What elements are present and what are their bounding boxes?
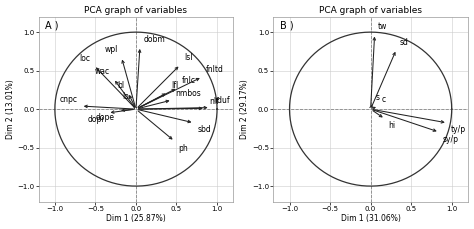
Y-axis label: Dim 2 (29.17%): Dim 2 (29.17%): [240, 79, 249, 139]
Text: rduf: rduf: [214, 96, 229, 105]
Text: s: s: [375, 93, 380, 102]
Text: nmbos: nmbos: [176, 89, 201, 98]
Text: sd: sd: [400, 38, 409, 47]
Text: B ): B ): [280, 21, 293, 31]
Text: sbd: sbd: [198, 125, 211, 134]
Text: wac: wac: [95, 67, 110, 76]
Text: lsl: lsl: [184, 53, 192, 62]
Title: PCA graph of variables: PCA graph of variables: [84, 5, 187, 15]
X-axis label: Dim 1 (31.06%): Dim 1 (31.06%): [341, 214, 401, 224]
Text: nlf: nlf: [209, 97, 219, 106]
Text: loc: loc: [80, 54, 91, 63]
Text: hi: hi: [389, 121, 396, 131]
Text: dopi: dopi: [88, 115, 104, 124]
Text: dobm: dobm: [143, 35, 165, 44]
Text: bl: bl: [118, 81, 125, 90]
Text: sy/p: sy/p: [443, 134, 459, 144]
Text: lfl: lfl: [172, 81, 179, 90]
Text: lo: lo: [122, 92, 128, 101]
Y-axis label: Dim 2 (13.01%): Dim 2 (13.01%): [6, 79, 15, 139]
Text: cnpc: cnpc: [60, 95, 78, 104]
Text: c: c: [382, 95, 386, 104]
Text: dope: dope: [96, 113, 115, 122]
Title: PCA graph of variables: PCA graph of variables: [319, 5, 422, 15]
X-axis label: Dim 1 (25.87%): Dim 1 (25.87%): [106, 214, 166, 224]
Text: wpl: wpl: [105, 45, 118, 55]
Text: fnltd: fnltd: [206, 65, 224, 74]
Text: tw: tw: [378, 22, 387, 31]
Text: ph: ph: [178, 144, 188, 153]
Text: A ): A ): [45, 21, 59, 31]
Text: ty/p: ty/p: [451, 125, 466, 134]
Text: fnlc: fnlc: [182, 76, 195, 85]
